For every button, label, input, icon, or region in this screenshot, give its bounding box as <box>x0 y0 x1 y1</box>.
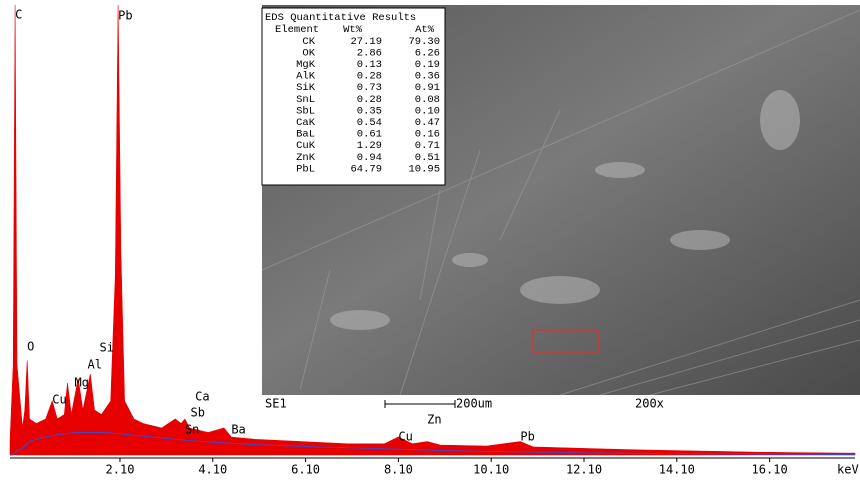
x-tick-label: 6.10 <box>291 463 320 477</box>
peak-label: Mg <box>75 376 89 390</box>
peak-label: Pb <box>118 8 132 22</box>
table-cell: CK <box>302 36 315 48</box>
table-cell: 0.54 <box>357 117 382 129</box>
table-cell: 0.94 <box>357 152 382 164</box>
table-cell: SnL <box>296 94 315 106</box>
detector-label: SE1 <box>265 397 287 411</box>
peak-label: Al <box>87 358 101 372</box>
x-axis-unit: keV <box>837 463 859 477</box>
table-cell: 27.19 <box>350 36 382 48</box>
table-cell: SiK <box>296 82 316 94</box>
magnification-label: 200x <box>635 397 664 411</box>
table-cell: CaK <box>296 117 316 129</box>
x-tick-label: 10.10 <box>473 463 509 477</box>
peak-label: Sn <box>185 422 199 436</box>
spectrum-area <box>9 4 856 456</box>
table-cell: OK <box>302 47 315 59</box>
table-cell: 0.35 <box>357 105 382 117</box>
table-header: Element <box>275 24 319 36</box>
table-cell: 0.51 <box>415 152 440 164</box>
table-cell: 0.28 <box>357 94 382 106</box>
selection-box <box>532 329 599 354</box>
table-cell: 2.86 <box>357 47 382 59</box>
x-tick-label: 16.10 <box>752 463 788 477</box>
table-cell: PbL <box>296 163 315 175</box>
sem-texture <box>261 9 860 396</box>
peak-label: Cu <box>398 430 412 444</box>
table-cell: 64.79 <box>350 163 382 175</box>
results-table <box>261 7 446 186</box>
peak-label: Si <box>100 340 114 354</box>
table-cell: BaL <box>296 129 315 141</box>
table-cell: 0.08 <box>415 94 440 106</box>
table-cell: 0.71 <box>415 140 440 152</box>
table-cell: 79.30 <box>408 36 440 48</box>
x-tick-label: 14.10 <box>659 463 695 477</box>
peak-label: Ba <box>231 422 245 436</box>
table-cell: SbL <box>296 105 315 117</box>
table-cell: 0.13 <box>357 59 382 71</box>
peak-label: C <box>15 7 22 21</box>
table-cell: 0.28 <box>357 71 382 83</box>
table-cell: 0.36 <box>415 71 440 83</box>
x-tick-label: 8.10 <box>384 463 413 477</box>
table-cell: 0.47 <box>415 117 440 129</box>
peak-label: Zn <box>427 412 441 426</box>
table-header: At% <box>415 24 435 36</box>
scale-bar-label: 200um <box>456 397 492 411</box>
table-cell: 10.95 <box>408 163 440 175</box>
table-cell: 0.19 <box>415 59 440 71</box>
peak-label: O <box>27 340 34 354</box>
peak-label: Cu <box>52 393 66 407</box>
peak-label: Sb <box>191 406 205 420</box>
table-cell: MgK <box>296 59 316 71</box>
table-cell: 1.29 <box>357 140 382 152</box>
table-cell: 0.73 <box>357 82 382 94</box>
peak-label: Pb <box>520 430 534 444</box>
table-cell: 6.26 <box>415 47 440 59</box>
x-tick-label: 4.10 <box>198 463 227 477</box>
x-tick-label: 2.10 <box>106 463 135 477</box>
table-cell: 0.61 <box>357 129 382 141</box>
spectrum-plot: 2.10 4.10 6.10 8.10 10.10 12.10 14.10 16.10 keV C… <box>9 4 859 477</box>
table-cell: AlK <box>296 71 316 83</box>
image-caption-bar <box>262 395 860 411</box>
sem-texture <box>330 90 800 330</box>
table-cell: ZnK <box>296 152 316 164</box>
x-tick-label: 12.10 <box>566 463 602 477</box>
table-cell: 0.10 <box>415 105 440 117</box>
table-cell: CuK <box>296 140 316 152</box>
table-title: EDS Quantitative Results <box>265 12 416 24</box>
table-header: Wt% <box>343 24 363 36</box>
sem-image: SE1 200um 200x EDS Quantitative ResultsE… <box>261 5 860 411</box>
peak-label: Ca <box>195 389 209 403</box>
table-cell: 0.16 <box>415 129 440 141</box>
continuum-line <box>10 432 856 456</box>
table-cell: 0.91 <box>415 82 440 94</box>
